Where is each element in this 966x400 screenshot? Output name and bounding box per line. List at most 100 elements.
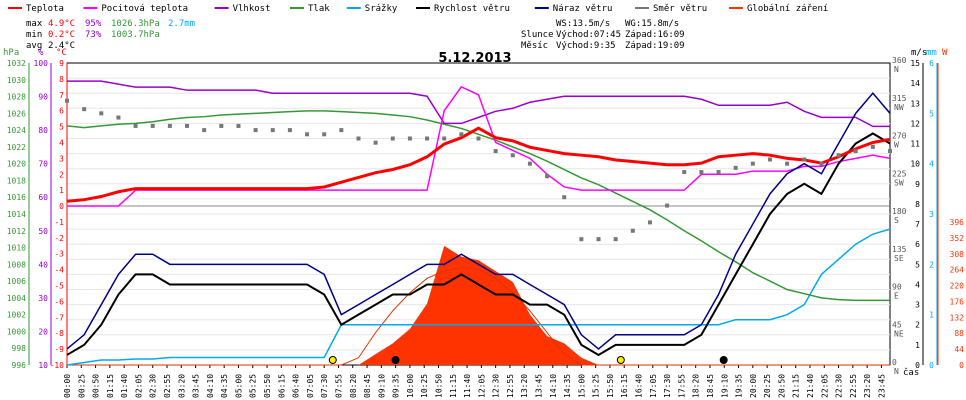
dir-marker xyxy=(562,195,567,200)
time-tick: 17:05 xyxy=(649,374,658,398)
time-tick: 00:00 xyxy=(63,374,72,398)
axis-ms-tick: 6 xyxy=(915,240,920,249)
dir-marker xyxy=(699,170,704,175)
axis-pct-tick: 30 xyxy=(38,294,48,303)
legend-label: Pocitová teplota xyxy=(101,4,188,14)
series-globalni-zareni xyxy=(67,245,890,365)
axis-degc-tick: -6 xyxy=(54,297,64,306)
axis-hpa-tick: 1010 xyxy=(7,244,26,253)
dir-marker xyxy=(219,123,224,128)
axis-degc-tick: -5 xyxy=(54,282,64,291)
stat-min-temp: 0.2°C xyxy=(48,30,75,40)
info-sun-label: Slunce xyxy=(521,30,554,40)
time-tick: 20:00 xyxy=(749,374,758,398)
axis-wm2-tick: 352 xyxy=(950,234,965,243)
axis-pct-tick: 100 xyxy=(34,59,49,68)
legend: Teplota Pocitová teplota Vlhkost Tlak Srážky… xyxy=(8,4,828,14)
axis-ms-tick: 8 xyxy=(915,200,920,209)
dir-marker xyxy=(236,123,241,128)
time-tick: 09:35 xyxy=(392,374,401,398)
axis-time-label: čas xyxy=(903,367,919,378)
axis-dir-tick: 315 xyxy=(892,94,907,103)
dir-marker xyxy=(750,161,755,166)
axis-ms-tick: 4 xyxy=(915,280,920,289)
time-tick: 12:05 xyxy=(477,374,486,398)
stat-min-label: min xyxy=(26,30,42,40)
axis-mm-tick: 1 xyxy=(929,311,934,320)
stat-max-label: max xyxy=(26,19,43,29)
time-tick: 20:50 xyxy=(777,374,786,398)
series-pocitov-teplota xyxy=(67,85,891,207)
axis-degc-tick: 7 xyxy=(59,91,64,100)
axis-unit-hpa: hPa xyxy=(3,48,19,58)
time-tick: 23:45 xyxy=(877,374,886,398)
axis-unit-pct: % xyxy=(38,48,44,58)
time-tick: 01:40 xyxy=(120,374,129,398)
time-tick: 10:00 xyxy=(406,374,415,398)
time-tick: 21:15 xyxy=(792,374,801,398)
time-tick: 06:40 xyxy=(292,374,301,398)
series-teoreticke-zareni xyxy=(67,266,890,366)
time-tick: 15:25 xyxy=(592,374,601,398)
axis-ms-tick: 11 xyxy=(910,140,920,149)
time-tick: 15:50 xyxy=(606,374,615,398)
dir-marker xyxy=(459,132,464,137)
axis-dir-tick: 270 xyxy=(892,132,907,141)
dir-marker xyxy=(767,157,772,162)
time-tick: 18:20 xyxy=(692,374,701,398)
dir-marker xyxy=(390,136,395,141)
dir-marker xyxy=(785,161,790,166)
stat-max-press: 1026.3hPa xyxy=(111,19,160,29)
axis-wm2-tick: 396 xyxy=(950,218,965,227)
info-sunset: Západ:16:09 xyxy=(625,30,685,40)
info-sunrise: Východ:07:45 xyxy=(556,30,621,40)
axis-hpa-tick: 1020 xyxy=(7,160,26,169)
info-moon-label: Měsíc xyxy=(521,41,548,51)
time-tick: 00:50 xyxy=(92,374,101,398)
axis-degc-tick: 0 xyxy=(59,202,64,211)
dir-marker xyxy=(305,132,310,137)
time-tick: 06:15 xyxy=(277,374,286,398)
dir-marker xyxy=(819,161,824,166)
time-tick: 10:50 xyxy=(434,374,443,398)
axis-unit-mm: mm xyxy=(926,48,937,58)
time-tick: 18:45 xyxy=(706,374,715,398)
time-tick: 05:50 xyxy=(263,374,272,398)
axis-degc-tick: 6 xyxy=(59,107,64,116)
time-tick: 19:35 xyxy=(735,374,744,398)
axis-hpa-tick: 1022 xyxy=(7,143,26,152)
time-tick: 16:40 xyxy=(635,374,644,398)
time-tick: 12:55 xyxy=(506,374,515,398)
dir-marker xyxy=(545,174,550,179)
axis-pct-tick: 40 xyxy=(38,260,48,269)
axis-degc-tick: 4 xyxy=(59,138,64,147)
axis-hpa-tick: 998 xyxy=(12,344,27,353)
info-block: WS:13.5m/s WG:15.8m/s Slunce Východ:07:4… xyxy=(521,19,685,51)
axis-ms-tick: 15 xyxy=(910,59,920,68)
time-tick: 02:05 xyxy=(134,374,143,398)
info-moonrise: Východ:9:35 xyxy=(556,41,616,51)
time-tick: 20:25 xyxy=(763,374,772,398)
axis-dir-tick: 90 xyxy=(892,283,902,292)
stat-min-press: 1003.7hPa xyxy=(111,30,160,40)
axis-hpa-tick: 1004 xyxy=(7,294,26,303)
axis-hpa-tick: 1026 xyxy=(7,109,26,118)
axis-degc-tick: -1 xyxy=(54,218,64,227)
time-tick: 14:35 xyxy=(563,374,572,398)
series-n-raz-v-tru xyxy=(66,92,891,350)
time-tick: 22:05 xyxy=(820,374,829,398)
dir-marker xyxy=(493,149,498,154)
dir-marker xyxy=(356,136,361,141)
axis-pct-tick: 60 xyxy=(38,193,48,202)
axis-dir-letter: N xyxy=(894,65,899,74)
dir-marker xyxy=(665,203,670,208)
dir-marker xyxy=(253,128,258,133)
axis-ms-tick: 3 xyxy=(915,301,920,310)
axis-wm2-tick: 220 xyxy=(950,282,965,291)
axis-unit-ms: m/s xyxy=(911,48,927,58)
time-tick: 22:55 xyxy=(849,374,858,398)
axis-ms-tick: 0 xyxy=(915,361,920,370)
time-tick: 17:30 xyxy=(663,374,672,398)
axis-dir-letter: N xyxy=(894,367,899,376)
dir-marker xyxy=(596,237,601,242)
